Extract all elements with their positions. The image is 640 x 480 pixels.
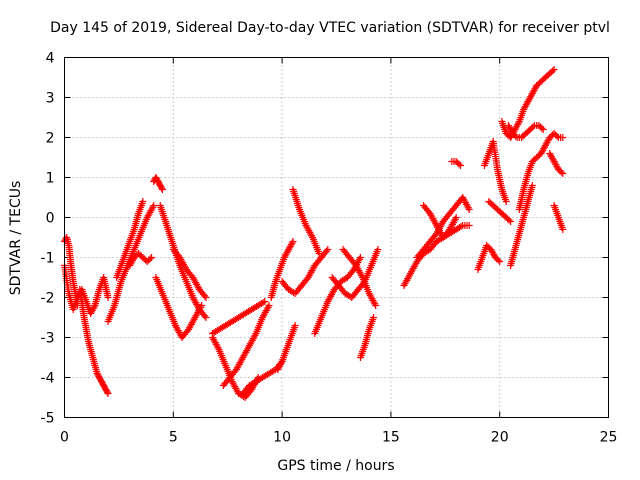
data-point: [369, 314, 377, 321]
data-point: [457, 223, 465, 230]
x-axis-label: GPS time / hours: [277, 458, 394, 474]
y-tick-labels: -5 -4 -3 -2 -1 0 1 2 3 4: [41, 51, 55, 427]
y-tick-label: 4: [46, 51, 55, 67]
y-tick-label: -4: [41, 371, 55, 387]
x-tick-label: 0: [60, 430, 69, 446]
data-point: [559, 226, 567, 233]
data-point: [502, 198, 510, 205]
data-point: [358, 272, 366, 280]
data-point: [201, 292, 209, 300]
data-point: [529, 123, 537, 131]
x-tick-label: 5: [169, 430, 178, 446]
data-point: [371, 300, 379, 308]
plot-frame: [64, 57, 609, 418]
data-point: [494, 256, 502, 264]
data-point: [315, 250, 323, 257]
data-point: [202, 294, 210, 301]
data-point: [259, 299, 267, 306]
data-point: [146, 255, 154, 263]
y-tick-label: -1: [41, 251, 55, 267]
data-point: [356, 254, 364, 261]
y-tick-label: 2: [46, 131, 55, 147]
y-tick-label: 3: [46, 91, 55, 107]
grid: [64, 57, 609, 418]
data-point: [324, 246, 332, 253]
data-point: [372, 302, 380, 309]
data-point: [291, 322, 299, 329]
data-point: [104, 294, 112, 301]
data-point: [465, 206, 473, 213]
data-point: [514, 119, 522, 127]
chart-title: Day 145 of 2019, Sidereal Day-to-day VTE…: [50, 20, 610, 36]
data-point: [201, 312, 209, 320]
data-point: [308, 232, 316, 240]
x-tick-labels: 0 5 10 15 20 25: [60, 430, 617, 446]
data-point: [90, 303, 98, 311]
data-point: [104, 390, 112, 397]
data-point: [455, 160, 463, 168]
data-point: [496, 258, 504, 265]
data-point: [265, 302, 273, 309]
data-point: [559, 134, 567, 141]
data-point: [150, 202, 158, 209]
data-point: [261, 298, 269, 305]
y-tick-label: 1: [46, 171, 55, 187]
data-point: [451, 215, 459, 223]
y-tick-label: 0: [46, 211, 55, 227]
data-point: [158, 186, 166, 193]
data-point: [277, 359, 285, 367]
data-point: [74, 302, 82, 309]
data-point: [464, 204, 472, 212]
y-tick-label: -5: [41, 411, 55, 427]
data-point: [288, 239, 296, 247]
data-point: [289, 238, 297, 245]
y-tick-label: -3: [41, 331, 55, 347]
data-point: [148, 254, 156, 261]
data-point: [103, 388, 111, 396]
data-point: [158, 184, 166, 192]
x-tick-label: 15: [382, 430, 400, 446]
data-point: [457, 162, 465, 169]
data-point: [557, 168, 565, 176]
data-point: [538, 124, 546, 132]
axis-ticks: [64, 57, 609, 418]
data-point: [149, 203, 157, 211]
data-point: [539, 126, 547, 133]
data-point: [214, 344, 222, 352]
y-axis-label: SDTVAR / TECUs: [8, 181, 24, 296]
data-point: [512, 132, 520, 140]
data-point: [251, 331, 259, 339]
x-tick-label: 25: [600, 430, 618, 446]
x-tick-label: 20: [491, 430, 509, 446]
x-tick-label: 10: [273, 430, 291, 446]
data-point: [139, 198, 147, 205]
data-points: [61, 66, 567, 401]
data-point: [374, 246, 382, 253]
data-point: [528, 182, 536, 189]
data-point: [507, 218, 515, 225]
data-point: [202, 314, 210, 321]
data-point: [322, 247, 330, 255]
data-point: [553, 132, 561, 140]
data-point: [549, 67, 557, 75]
data-point: [264, 303, 272, 311]
data-point: [452, 214, 460, 221]
data-point: [465, 222, 473, 229]
data-point: [559, 170, 567, 177]
y-tick-label: -2: [41, 291, 55, 307]
data-point: [505, 216, 513, 224]
data-point: [356, 255, 364, 263]
data-point: [550, 66, 558, 73]
